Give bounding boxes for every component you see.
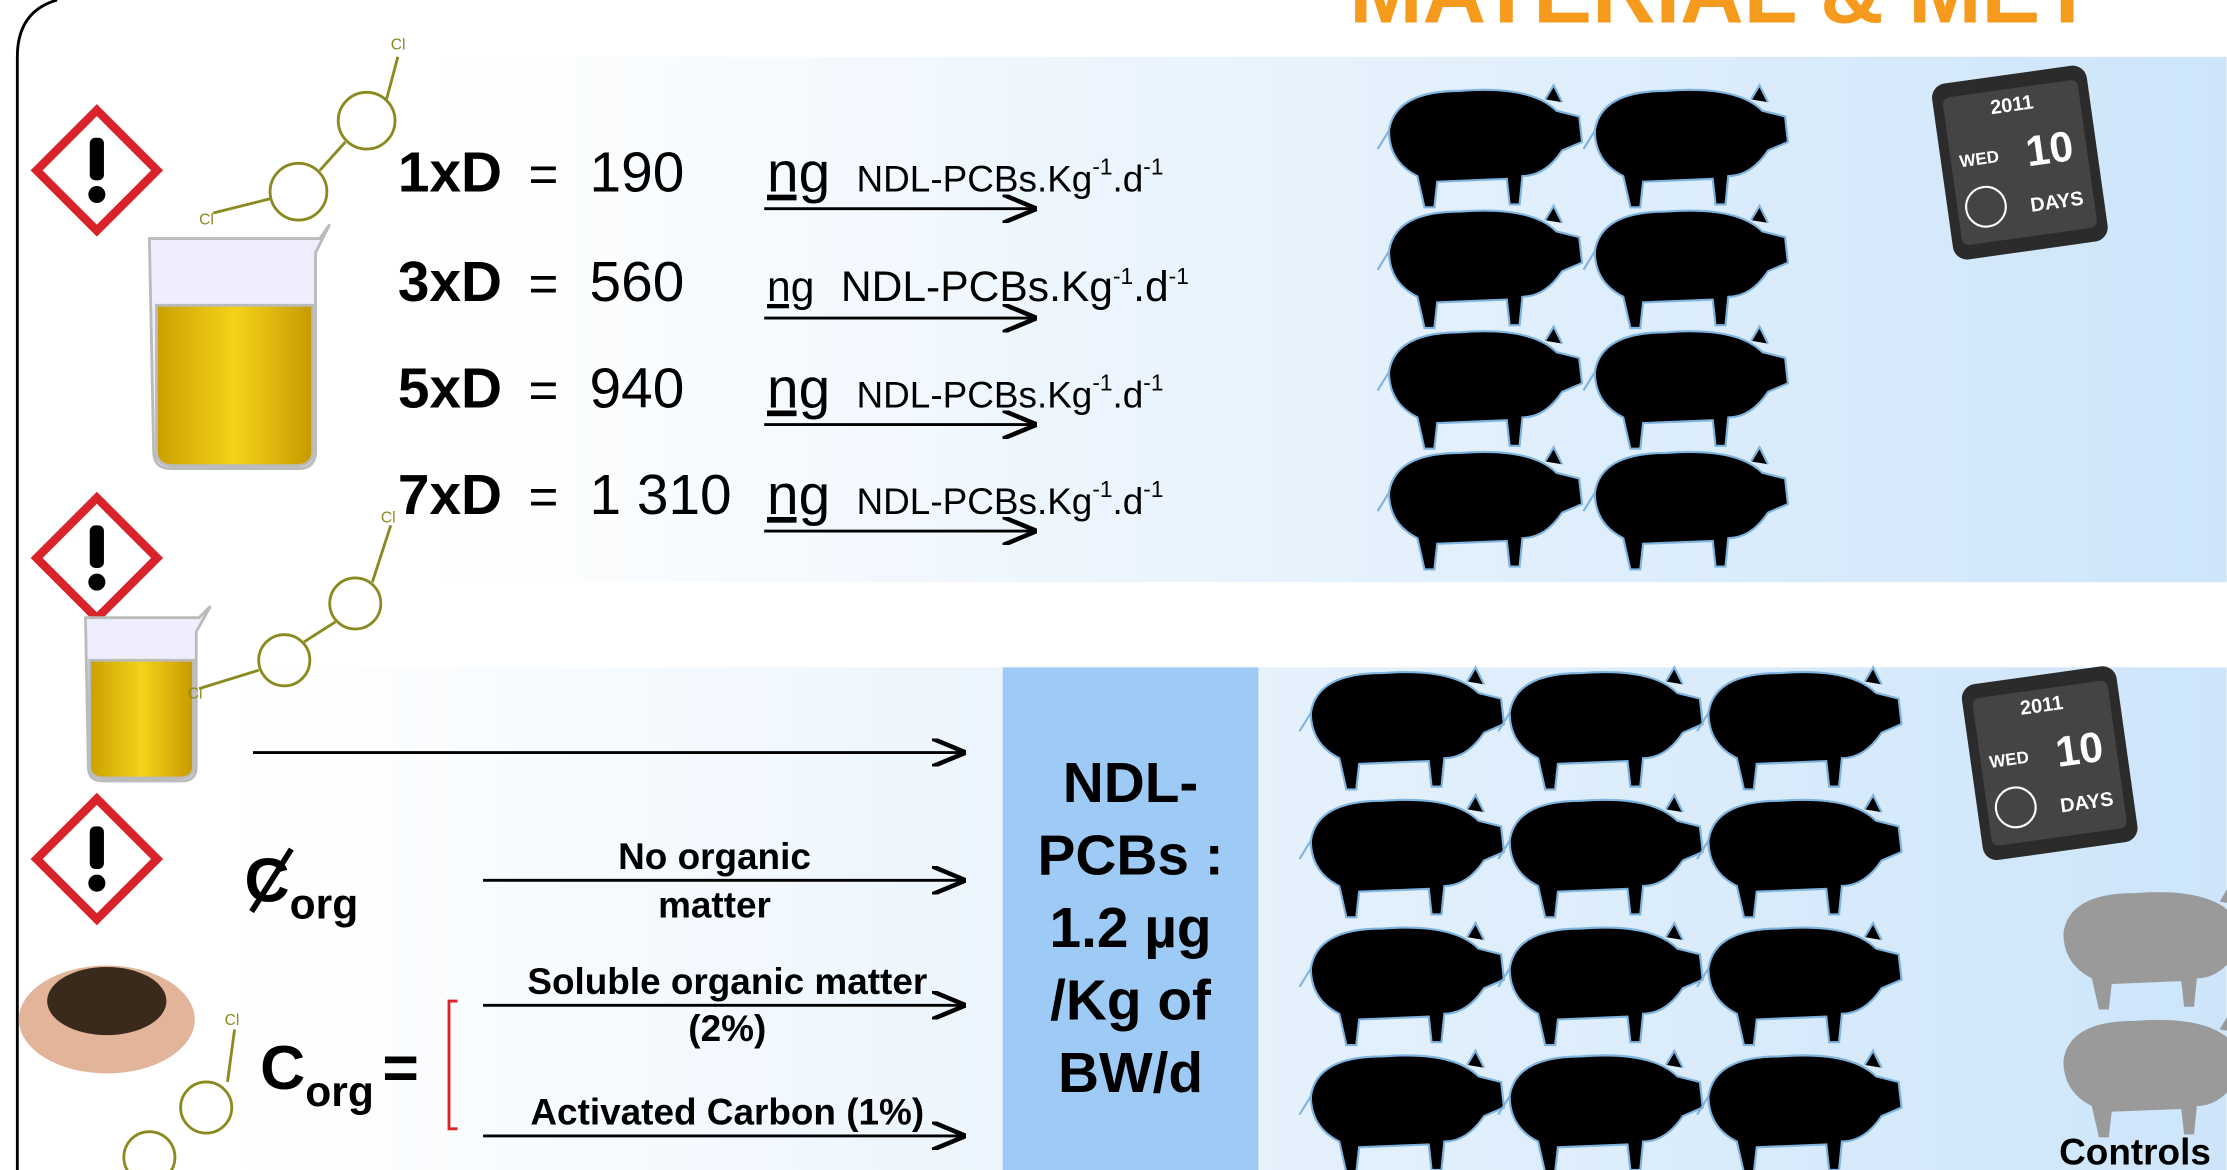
dose-label: 1xD — [398, 142, 502, 205]
dose-label: 7xD — [398, 464, 502, 527]
ng: ng — [767, 142, 830, 205]
box-line: /Kg of — [1050, 969, 1212, 1032]
controls-label: Controls — [2059, 1131, 2211, 1170]
cl-label: Cl — [199, 211, 214, 228]
unit-exp: -1 — [1092, 369, 1112, 395]
dose-value: 940 — [590, 358, 685, 421]
border — [15, 0, 58, 1170]
hazard-icons — [30, 104, 164, 926]
unit: NDL-PCBs.Kg-1.d-1 — [856, 369, 1163, 415]
box-line: PCBs : — [1037, 825, 1223, 888]
unit-main: NDL-PCBs.Kg — [856, 481, 1092, 522]
soil-hands — [18, 965, 195, 1074]
slash — [249, 847, 294, 914]
no-org-label: matter — [658, 884, 771, 925]
top-panel — [426, 56, 2227, 583]
equals: = — [529, 255, 559, 312]
soluble-label: (2%) — [688, 1008, 766, 1049]
unit-mid: .d — [1133, 263, 1169, 311]
box-line: NDL- — [1063, 752, 1199, 815]
unit-exp: -1 — [1143, 154, 1163, 180]
unit-exp: -1 — [1092, 154, 1112, 180]
equals: = — [382, 1033, 418, 1103]
dose-value: 560 — [590, 251, 685, 314]
equals: = — [529, 362, 559, 419]
molecules — [122, 56, 400, 1170]
unit: NDL-PCBs.Kg-1.d-1 — [856, 476, 1163, 522]
unit-mid: .d — [1113, 159, 1144, 200]
symbol: C — [260, 1033, 305, 1103]
subscript: org — [305, 1068, 374, 1116]
bracket — [447, 999, 458, 1131]
carbon-label: Activated Carbon (1%) — [530, 1092, 924, 1133]
equals: = — [529, 146, 559, 203]
unit-mid: .d — [1113, 481, 1144, 522]
cl-label: Cl — [381, 510, 396, 527]
equals: = — [529, 468, 559, 525]
calendar-face — [1942, 80, 2097, 245]
calendar-face — [1972, 680, 2127, 846]
calendar-number: 10 — [2053, 723, 2107, 777]
subscript: org — [290, 881, 359, 929]
molecule-labels: Cl Cl Cl Cl Cl — [188, 37, 406, 1029]
unit-main: NDL-PCBs.Kg — [856, 159, 1092, 200]
unit-main: NDL-PCBs.Kg — [841, 263, 1113, 311]
dose-box — [1002, 667, 1259, 1170]
symbol: C — [245, 846, 290, 916]
soluble-label: Soluble organic matter — [527, 961, 927, 1002]
no-org-symbol: Corg — [245, 846, 359, 929]
unit-exp: -1 — [1092, 476, 1112, 502]
ng: ng — [767, 358, 830, 421]
dose-value: 190 — [590, 142, 685, 205]
dose-value: 1 310 — [590, 464, 732, 527]
unit: NDL-PCBs.Kg-1.d-1 — [856, 154, 1163, 200]
calendar-clock — [1994, 786, 2037, 829]
box-line: 1.2 µg — [1049, 897, 1211, 960]
dose-label: 3xD — [398, 251, 502, 314]
unit-exp: -1 — [1169, 263, 1189, 289]
calendar-number: 10 — [2023, 122, 2077, 176]
unit-exp: -1 — [1143, 369, 1163, 395]
cl-label: Cl — [391, 37, 406, 54]
unit-mid: .d — [1113, 375, 1144, 416]
ng: ng — [767, 263, 814, 311]
box-line: BW/d — [1058, 1042, 1203, 1105]
title: MATERIAL & MET — [1349, 0, 2094, 42]
cl-label: Cl — [188, 686, 203, 703]
exclamations — [88, 137, 106, 892]
ng: ng — [767, 464, 830, 527]
org-symbol: Corg = — [260, 1033, 419, 1116]
unit-exp: -1 — [1143, 476, 1163, 502]
unit: NDL-PCBs.Kg-1.d-1 — [841, 263, 1189, 311]
beakers — [84, 223, 331, 783]
dose-label: 5xD — [398, 358, 502, 421]
cl-label: Cl — [225, 1012, 240, 1029]
unit-main: NDL-PCBs.Kg — [856, 375, 1092, 416]
unit-exp: -1 — [1113, 263, 1133, 289]
no-org-label: No organic — [618, 836, 811, 877]
calendar-clock — [1965, 185, 2007, 228]
